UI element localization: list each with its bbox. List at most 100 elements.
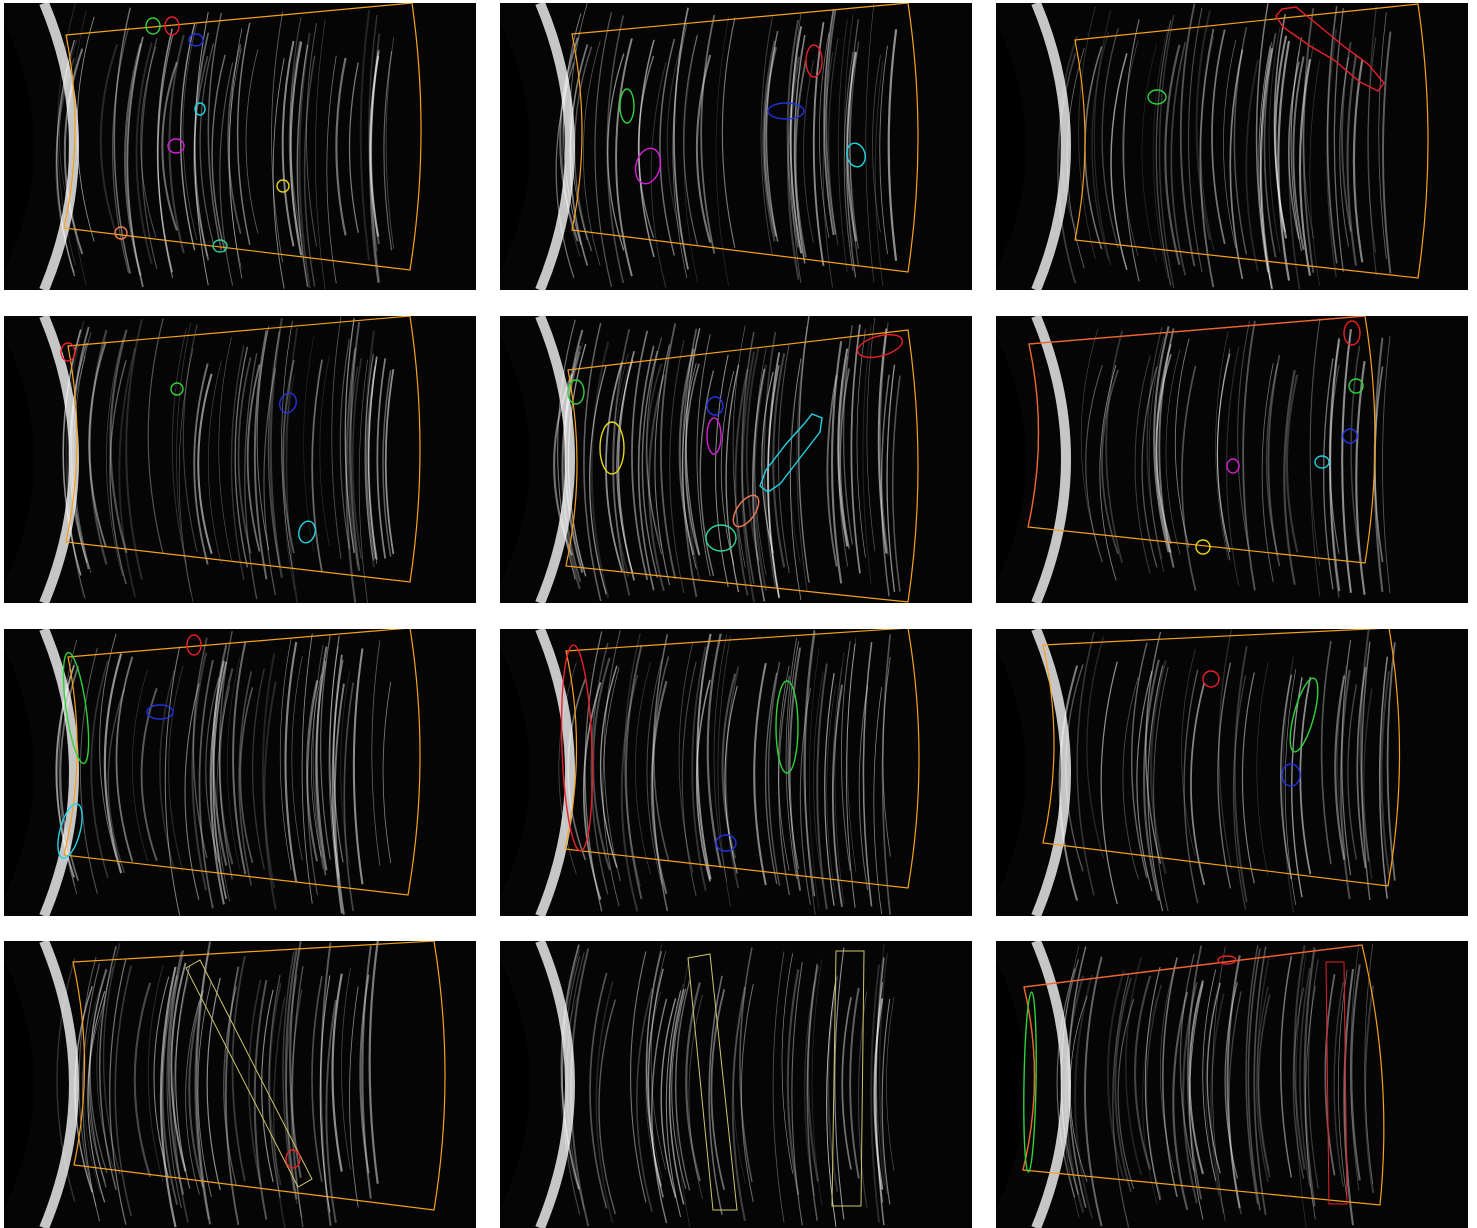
defect-outline-blue: [715, 834, 737, 852]
hub-edge-arc: [1031, 3, 1071, 290]
defect-outline-blue: [1342, 428, 1358, 444]
defect-outline-olive: [831, 950, 865, 1207]
panel-image: [500, 316, 972, 603]
hub-shadow: [996, 22, 1026, 271]
hub-shadow: [4, 335, 34, 584]
defect-outline-green: [619, 88, 635, 124]
defect-outline-magenta: [1226, 458, 1240, 474]
defect-outline-green: [1147, 89, 1167, 105]
hub-edge-arc: [535, 3, 575, 290]
defect-outline-cyan: [298, 520, 316, 544]
hub-shadow: [500, 335, 530, 584]
hub-edge-arc: [1031, 941, 1071, 1228]
fiber-streaks: [55, 3, 395, 290]
hub-shadow: [4, 960, 34, 1209]
image-background: [996, 3, 1468, 290]
panel-image: [500, 3, 972, 290]
image-background: [500, 941, 972, 1228]
hub-edge-arc: [535, 629, 575, 916]
hub-edge-arc: [39, 941, 79, 1228]
hub-shadow: [500, 22, 530, 271]
defect-outline-green: [145, 17, 161, 35]
panel-4: [4, 316, 476, 603]
defect-outline-cyan: [846, 142, 866, 168]
panel-5: [500, 316, 972, 603]
defect-outline-cyan: [57, 803, 83, 859]
panel-12: [996, 941, 1468, 1228]
panel-9: [996, 629, 1468, 916]
defect-outline-blue: [767, 102, 805, 120]
roi-outline: [564, 629, 920, 889]
roi-outline: [63, 629, 421, 896]
hub-shadow: [4, 648, 34, 897]
defect-outline-green: [62, 651, 90, 765]
panel-image: [996, 316, 1468, 603]
roi-outline: [63, 3, 422, 271]
defect-outline-olive: [687, 953, 738, 1211]
defect-outline-red: [164, 16, 180, 36]
hub-edge-arc: [39, 3, 79, 290]
defect-outline-green: [1348, 378, 1364, 394]
defect-outline-magenta: [706, 417, 722, 455]
panel-image: [4, 316, 476, 603]
panel-11: [500, 941, 972, 1228]
panel-1: [4, 3, 476, 290]
defect-outline-green: [775, 680, 799, 774]
defect-outline-green: [1023, 991, 1037, 1173]
panel-image: [4, 629, 476, 916]
defect-outline-yellow: [1195, 539, 1211, 555]
panel-image: [500, 941, 972, 1228]
defect-outline-cyan: [194, 102, 206, 116]
defect-outline-red: [60, 342, 76, 362]
defect-outline-green: [1289, 677, 1319, 753]
defect-outline-blue: [146, 704, 174, 720]
defect-outline-red: [285, 1149, 301, 1169]
hub-shadow: [4, 22, 34, 271]
defect-outline-red: [1202, 670, 1220, 688]
hub-edge-arc: [535, 941, 575, 1228]
hub-shadow: [996, 335, 1026, 584]
fiber-streaks: [55, 631, 392, 916]
panel-7: [4, 629, 476, 916]
panel-image: [4, 3, 476, 290]
image-background: [4, 3, 476, 290]
fiber-streaks: [1080, 317, 1391, 598]
defect-outline-blue: [706, 396, 724, 416]
defect-outline-blue: [188, 33, 204, 47]
fiber-streaks: [62, 316, 395, 603]
hub-shadow: [996, 648, 1026, 897]
image-background: [996, 941, 1468, 1228]
roi-outline: [571, 3, 919, 273]
defect-outline-blue: [279, 392, 297, 414]
defect-outline-olive: [185, 959, 313, 1188]
panel-image: [500, 629, 972, 916]
defect-outline-cyan: [1314, 455, 1330, 469]
hub-edge-arc: [535, 316, 575, 603]
defect-outline-cyan: [759, 413, 823, 493]
fiber-streaks: [56, 941, 379, 1228]
hub-shadow: [996, 960, 1026, 1209]
defect-outline-magenta: [167, 138, 185, 154]
fiber-streaks: [1057, 3, 1392, 290]
defect-outline-red: [1325, 961, 1348, 1205]
defect-outline-yellow: [276, 179, 290, 193]
panel-image: [996, 941, 1468, 1228]
image-background: [996, 629, 1468, 916]
hub-edge-arc: [39, 316, 79, 603]
defect-outline-red: [1217, 955, 1237, 965]
hub-shadow: [500, 648, 530, 897]
panel-image: [996, 629, 1468, 916]
hub-edge-arc: [1031, 316, 1071, 603]
defect-outline-mint: [212, 239, 228, 253]
defect-outline-blue: [1281, 763, 1301, 787]
fiber-streaks: [553, 316, 901, 603]
defect-outline-green: [567, 379, 585, 405]
roi-outline: [65, 316, 421, 583]
fiber-streaks: [558, 630, 892, 916]
defect-outline-red: [1343, 320, 1361, 346]
defect-outline-red: [805, 44, 823, 78]
roi-outline: [565, 329, 919, 603]
panel-image: [996, 3, 1468, 290]
panel-3: [996, 3, 1468, 290]
